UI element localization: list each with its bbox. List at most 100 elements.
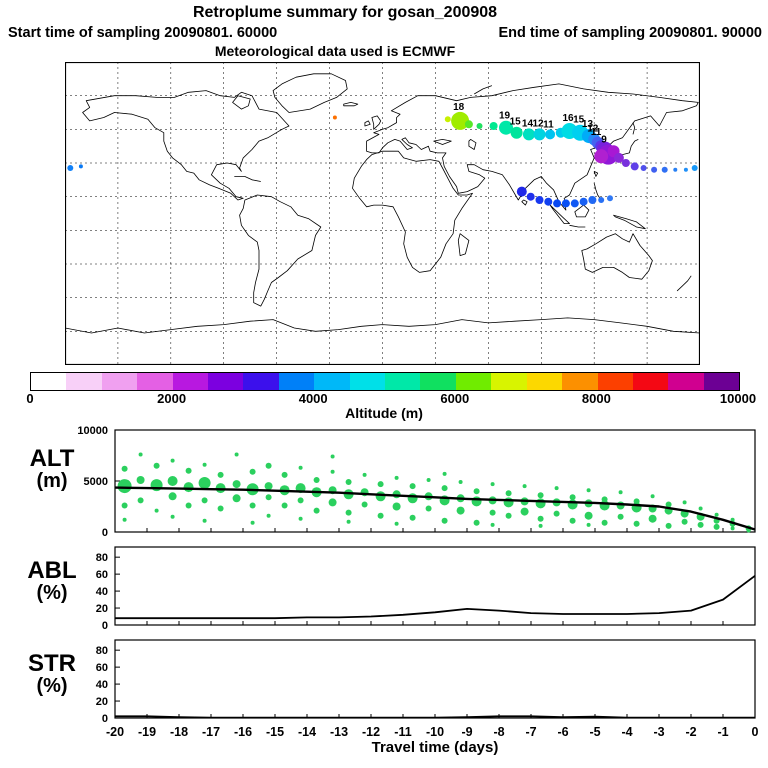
svg-text:20: 20	[96, 603, 108, 615]
colorbar-tick-labels: 0 2000 4000 6000 8000 10000	[0, 391, 768, 407]
colorbar-segment	[314, 373, 350, 390]
colorbar-tick: 4000	[298, 391, 328, 406]
colorbar-segment	[208, 373, 244, 390]
svg-text:15: 15	[573, 115, 585, 126]
alt-line	[114, 486, 756, 531]
svg-text:-11: -11	[394, 725, 411, 739]
altitude-colorbar	[30, 372, 740, 391]
colorbar-tick: 8000	[581, 391, 611, 406]
svg-text:-19: -19	[138, 725, 156, 739]
colorbar-tick: 0	[26, 391, 34, 406]
svg-text:0: 0	[102, 527, 108, 539]
colorbar-segment	[668, 373, 704, 390]
svg-text:-12: -12	[362, 725, 380, 739]
colorbar-tick: 2000	[157, 391, 187, 406]
str-label-text: STR	[28, 650, 76, 677]
svg-text:60: 60	[96, 662, 108, 674]
svg-text:0: 0	[102, 620, 108, 632]
svg-text:-15: -15	[266, 725, 284, 739]
abl-panel-label: ABL (%)	[4, 558, 100, 604]
figure-title: Retroplume summary for gosan_200908	[192, 4, 498, 21]
colorbar-segment	[632, 373, 669, 390]
alt-bubbles	[117, 452, 752, 533]
svg-text:80: 80	[96, 552, 108, 564]
svg-text:9: 9	[601, 135, 607, 146]
svg-text:-16: -16	[234, 725, 252, 739]
colorbar-segment	[491, 373, 527, 390]
sampling-times-row: Start time of sampling 20090801. 60000 E…	[8, 25, 762, 41]
svg-text:11: 11	[591, 127, 602, 138]
svg-text:40: 40	[96, 586, 108, 598]
svg-text:-20: -20	[106, 725, 124, 739]
colorbar-segment	[243, 373, 279, 390]
svg-text:-18: -18	[170, 725, 188, 739]
alt-unit-text: (m)	[36, 470, 68, 493]
svg-text:-1: -1	[717, 725, 728, 739]
abl-line	[115, 575, 756, 620]
end-time-text: End time of sampling 20090801. 90000	[498, 25, 762, 41]
colorbar-segment	[137, 373, 173, 390]
svg-text:-5: -5	[589, 725, 600, 739]
svg-text:-13: -13	[330, 725, 348, 739]
map-grid	[65, 62, 700, 365]
svg-text:-4: -4	[621, 725, 632, 739]
abl-panel: 0 20 40 60 80	[96, 546, 756, 632]
colorbar-segment	[526, 373, 563, 390]
svg-text:80: 80	[96, 645, 108, 657]
svg-text:16: 16	[563, 113, 575, 124]
x-tick-labels: -20 -19 -18 -17 -16 -15 -14 -13 -12 -11 -10 -9 -8 -7-…	[106, 725, 759, 739]
svg-text:-17: -17	[202, 725, 220, 739]
svg-text:-3: -3	[653, 725, 664, 739]
alt-panel-label: ALT (m)	[4, 446, 100, 492]
svg-text:5000: 5000	[84, 476, 108, 488]
svg-text:0: 0	[752, 725, 759, 739]
colorbar-segment	[703, 373, 740, 390]
svg-text:14: 14	[522, 118, 534, 129]
svg-text:19: 19	[499, 111, 511, 122]
colorbar-segment	[385, 373, 421, 390]
svg-text:12: 12	[587, 123, 599, 134]
svg-text:-7: -7	[525, 725, 536, 739]
svg-text:12: 12	[533, 118, 545, 129]
svg-text:11: 11	[543, 119, 554, 130]
alt-panel: 0 5000 10000	[77, 425, 756, 539]
met-data-text: Meteorological data used is ECMWF	[214, 43, 456, 59]
trajectory-points	[67, 111, 698, 208]
svg-text:-10: -10	[426, 725, 444, 739]
colorbar-title: Altitude (m)	[345, 405, 423, 421]
svg-text:-14: -14	[298, 725, 316, 739]
x-axis-title: Travel time (days)	[371, 739, 499, 756]
svg-text:-9: -9	[461, 725, 472, 739]
start-time-text: Start time of sampling 20090801. 60000	[8, 25, 278, 41]
str-panel-label: STR (%)	[4, 651, 100, 697]
colorbar-segment	[101, 373, 138, 390]
str-line	[115, 715, 755, 719]
colorbar-segment	[66, 373, 102, 390]
colorbar-segment	[562, 373, 598, 390]
abl-label-text: ABL	[27, 557, 77, 584]
svg-text:15: 15	[510, 117, 522, 128]
str-unit-text: (%)	[36, 675, 68, 698]
svg-text:10000: 10000	[77, 425, 108, 437]
colorbar-segment	[349, 373, 386, 390]
svg-text:20: 20	[96, 696, 108, 708]
colorbar-segment	[31, 373, 67, 390]
alt-label-text: ALT	[29, 445, 75, 472]
colorbar-segment	[420, 373, 456, 390]
abl-unit-text: (%)	[36, 582, 68, 605]
colorbar-segment	[278, 373, 315, 390]
svg-text:40: 40	[96, 679, 108, 691]
svg-text:-2: -2	[685, 725, 696, 739]
colorbar-segment	[455, 373, 492, 390]
colorbar-tick: 6000	[440, 391, 470, 406]
svg-text:-8: -8	[493, 725, 504, 739]
svg-text:0: 0	[102, 713, 108, 725]
svg-text:13: 13	[582, 119, 594, 130]
colorbar-segment	[172, 373, 209, 390]
map-frame	[65, 62, 700, 365]
svg-text:60: 60	[96, 569, 108, 581]
svg-text:-6: -6	[557, 725, 568, 739]
